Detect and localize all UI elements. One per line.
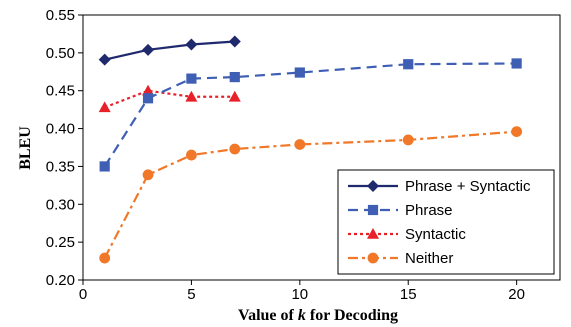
legend-marker bbox=[367, 252, 379, 264]
legend-item: Neither bbox=[348, 250, 453, 267]
legend-label: Phrase bbox=[405, 202, 453, 219]
data-point bbox=[403, 59, 414, 70]
legend-item: Phrase bbox=[348, 202, 453, 219]
series-line bbox=[104, 89, 235, 109]
series-syntactic bbox=[98, 84, 241, 113]
legend-marker bbox=[367, 180, 379, 192]
data-point bbox=[228, 35, 241, 48]
axes: 0.20 0.25 0.30 0.35 0.40 0.45 0.50 0.55 0 5 10 15 20 bbox=[46, 7, 561, 303]
series-layer bbox=[98, 35, 523, 264]
series-phrase bbox=[99, 58, 522, 172]
y-tick-label: 0.30 bbox=[46, 196, 75, 213]
y-tick-label: 0.25 bbox=[46, 234, 75, 251]
legend-label: Syntactic bbox=[405, 226, 466, 243]
y-tick-label: 0.55 bbox=[46, 7, 75, 24]
data-point bbox=[99, 161, 110, 172]
series-line bbox=[103, 62, 517, 168]
data-point bbox=[186, 73, 197, 84]
legend-marker bbox=[367, 204, 379, 216]
data-point bbox=[142, 43, 155, 56]
data-point bbox=[402, 134, 414, 146]
x-tick-label: 0 bbox=[79, 286, 87, 303]
x-axis-title: Value of k for Decoding bbox=[238, 307, 398, 324]
y-tick-label: 0.35 bbox=[46, 158, 75, 175]
x-tick-label: 15 bbox=[400, 286, 417, 303]
data-point bbox=[99, 252, 111, 264]
data-point bbox=[511, 58, 522, 69]
data-point bbox=[229, 71, 240, 83]
data-point bbox=[98, 101, 111, 113]
x-tick-label: 10 bbox=[291, 286, 308, 303]
data-point bbox=[142, 169, 154, 181]
x-axis-title-variable: k bbox=[298, 307, 306, 324]
series-line bbox=[104, 40, 235, 61]
y-tick-label: 0.40 bbox=[46, 121, 75, 138]
y-tick-label: 0.20 bbox=[46, 272, 75, 289]
plot-frame bbox=[82, 14, 561, 281]
y-tick-label: 0.45 bbox=[46, 83, 75, 100]
series-neither bbox=[99, 126, 523, 264]
data-point bbox=[294, 139, 306, 150]
data-point bbox=[142, 84, 155, 96]
x-tick-label: 20 bbox=[508, 286, 525, 303]
series-phrase-syntactic bbox=[98, 35, 241, 66]
legend-label: Neither bbox=[405, 250, 453, 267]
data-point bbox=[511, 126, 523, 137]
data-point bbox=[185, 90, 198, 102]
x-axis-title-suffix: for Decoding bbox=[306, 307, 398, 324]
data-point bbox=[142, 93, 154, 104]
x-tick-label: 5 bbox=[187, 286, 195, 303]
y-axis-title: BLEU bbox=[17, 126, 34, 170]
data-point bbox=[186, 149, 197, 161]
data-point bbox=[98, 53, 111, 66]
x-axis-title-prefix: Value of bbox=[238, 307, 298, 324]
legend: Phrase + Syntactic Phrase Syntactic Neither bbox=[337, 169, 555, 275]
y-tick-label: 0.50 bbox=[46, 45, 75, 62]
legend-label: Phrase + Syntactic bbox=[405, 178, 531, 195]
data-point bbox=[294, 67, 305, 78]
legend-marker bbox=[367, 228, 379, 239]
legend-item: Phrase + Syntactic bbox=[348, 178, 531, 195]
data-point bbox=[228, 90, 241, 102]
legend-item: Syntactic bbox=[348, 226, 466, 243]
data-point bbox=[229, 143, 241, 155]
data-point bbox=[185, 38, 198, 51]
